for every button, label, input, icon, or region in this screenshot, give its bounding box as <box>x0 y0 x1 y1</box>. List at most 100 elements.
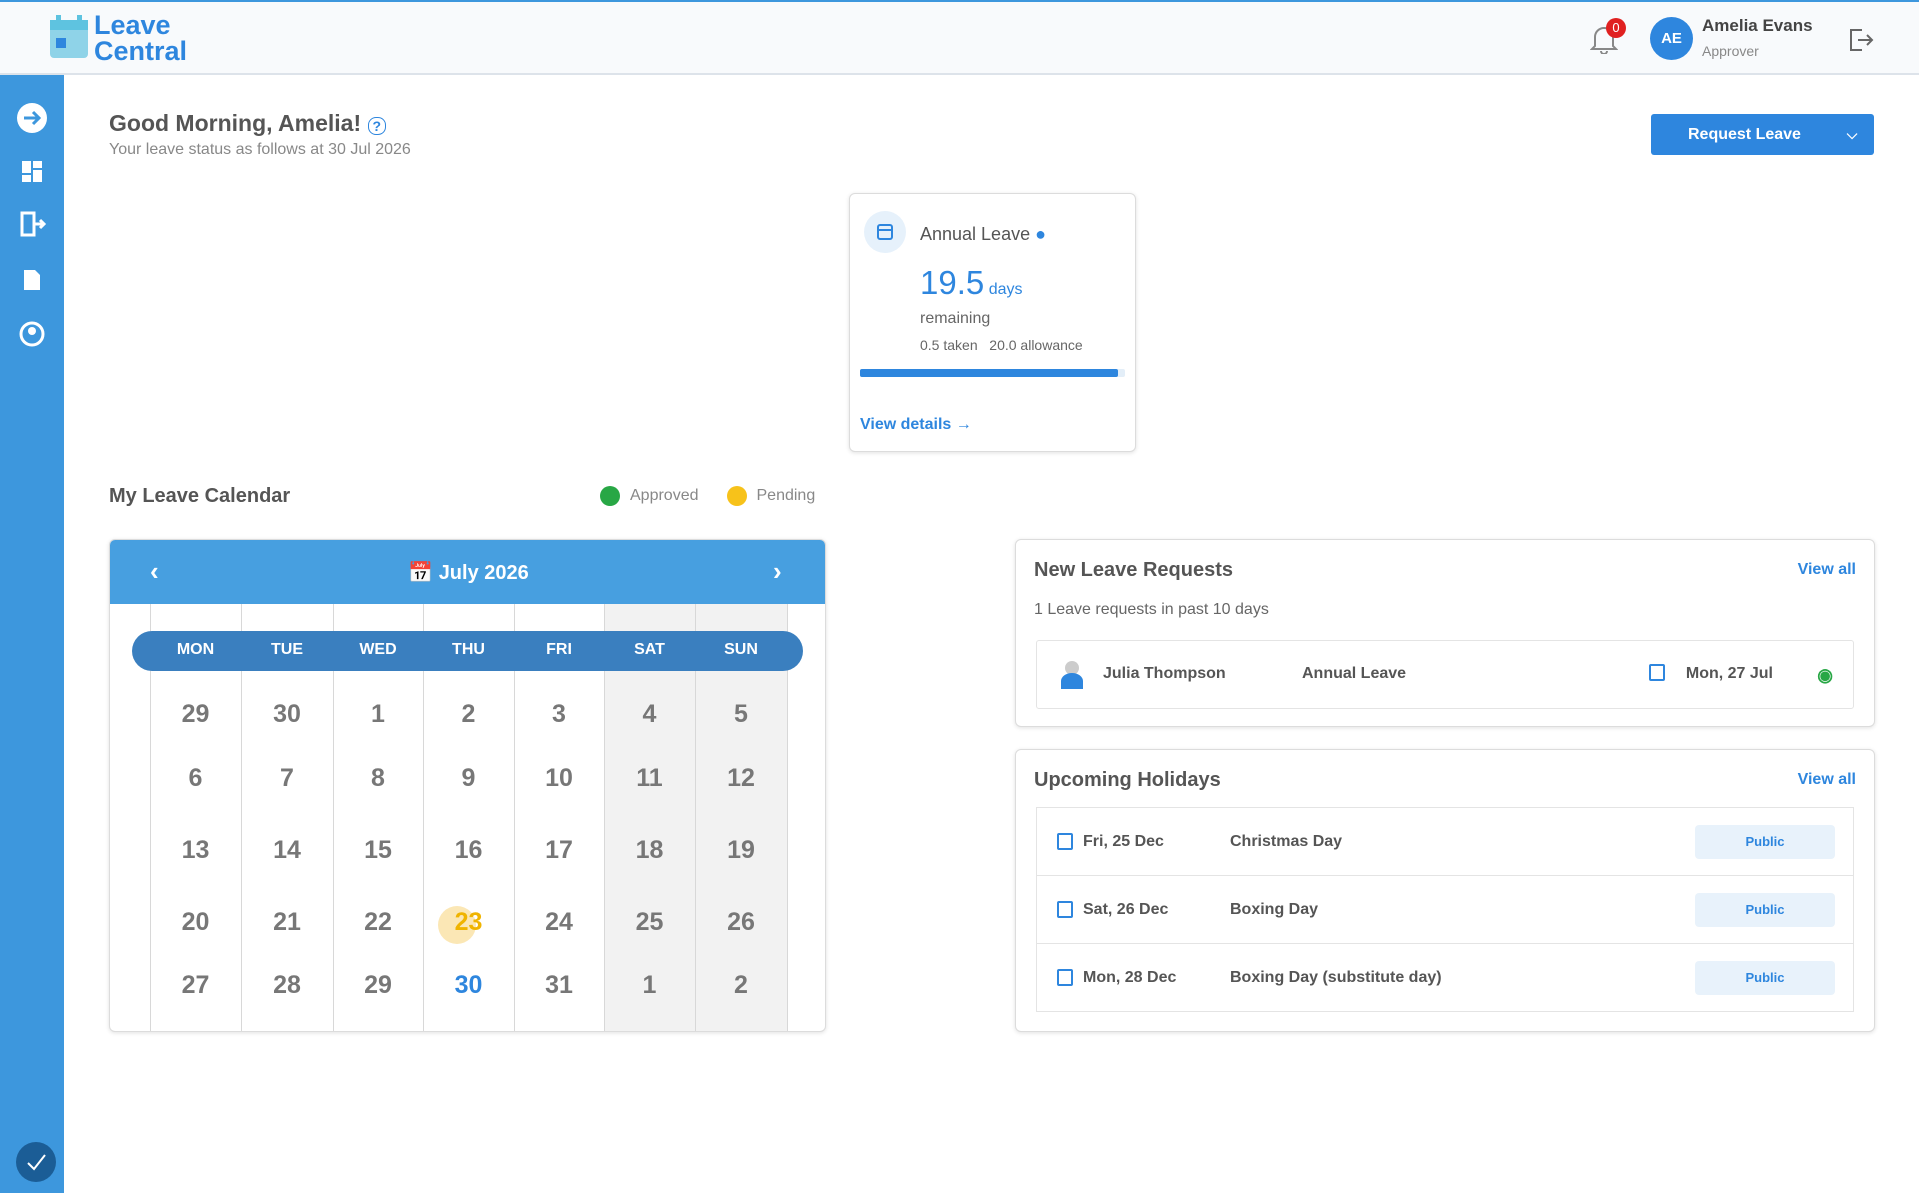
link-text: View details <box>860 416 952 433</box>
help-icon[interactable]: ? <box>367 117 387 135</box>
logout-icon[interactable] <box>1848 27 1874 53</box>
prev-month[interactable]: ‹ <box>150 556 159 586</box>
holiday-row: Fri, 25 Dec Christmas Day Public <box>1036 807 1854 876</box>
calendar-title: My Leave Calendar <box>109 485 291 507</box>
day-cell[interactable]: 11 <box>636 764 663 792</box>
view-details-link[interactable]: View details → <box>860 416 972 433</box>
weekday: WED <box>359 641 397 658</box>
day-cell[interactable]: 28 <box>273 971 301 999</box>
help-widget[interactable] <box>16 1142 56 1182</box>
day-cell[interactable]: 13 <box>181 836 210 864</box>
user-name: Amelia Evans <box>1702 16 1813 35</box>
taken: 0.5 taken <box>920 337 978 353</box>
column-line <box>695 604 696 1031</box>
weekday: MON <box>176 641 215 658</box>
calendar-icon <box>1057 833 1073 850</box>
view-all-link[interactable]: View all <box>1797 771 1856 788</box>
calendar-legend: Approved Pending <box>600 486 815 506</box>
requester-name: Julia Thompson <box>1103 665 1226 682</box>
holiday-tag: Public <box>1695 893 1835 927</box>
day-cell[interactable]: 26 <box>727 908 755 936</box>
dropdown-toggle[interactable]: ⌵ <box>1846 126 1858 142</box>
day-cell[interactable]: 17 <box>545 836 573 864</box>
nav-dashboard[interactable] <box>22 161 42 182</box>
day-cell[interactable]: 19 <box>727 836 755 864</box>
legend-dot <box>726 486 747 506</box>
day-cell[interactable]: 7 <box>280 764 294 792</box>
holiday-date: Fri, 25 Dec <box>1083 833 1164 850</box>
day-cell[interactable]: 29 <box>364 971 392 999</box>
panel-subtitle: 1 Leave requests in past 10 days <box>1034 601 1269 618</box>
view-icon[interactable]: ◉ <box>1817 665 1833 685</box>
day-cell[interactable]: 1 <box>371 700 385 728</box>
weekday-bar <box>132 631 803 671</box>
weekend-column <box>695 604 787 1031</box>
day-cell[interactable]: 30 <box>273 700 301 728</box>
day-cell[interactable]: 9 <box>461 764 476 792</box>
day-cell[interactable]: 1 <box>642 971 657 999</box>
column-line <box>333 604 334 1031</box>
day-cell[interactable]: 15 <box>364 836 392 864</box>
card-icon <box>864 211 906 253</box>
next-month[interactable]: › <box>773 556 782 586</box>
legend-item: Approved <box>600 486 699 506</box>
day-cell[interactable]: 10 <box>545 764 573 792</box>
button-label: Request Leave <box>1688 126 1801 143</box>
holiday-date: Sat, 26 Dec <box>1083 901 1169 918</box>
logo-text: Leave Central <box>94 12 188 66</box>
day-cell[interactable]: 21 <box>273 908 301 936</box>
day-cell[interactable]: 31 <box>545 971 573 999</box>
weekday: FRI <box>546 641 572 658</box>
day-cell[interactable]: 24 <box>545 908 573 936</box>
day-cell[interactable]: 3 <box>552 700 566 728</box>
day-cell[interactable]: 27 <box>181 971 210 999</box>
day-cell[interactable]: 2 <box>734 971 748 999</box>
legend-dot <box>600 486 620 506</box>
day-cell[interactable]: 20 <box>181 908 210 936</box>
day-cell[interactable]: 22 <box>364 908 392 936</box>
leave-type: Annual Leave <box>920 224 1031 244</box>
day-cell[interactable]: 18 <box>635 836 664 864</box>
month-label: 📅 July 2026 <box>408 562 529 584</box>
card-stats: 0.5 taken 20.0 allowance <box>920 337 1083 353</box>
avatar[interactable]: AE <box>1650 17 1693 60</box>
nav-profile[interactable] <box>19 321 45 347</box>
day-cell[interactable]: 12 <box>727 764 755 792</box>
holiday-name: Boxing Day (substitute day) <box>1230 969 1442 986</box>
panel-title: New Leave Requests <box>1034 559 1233 581</box>
calendar-icon <box>1057 969 1073 986</box>
progress-bar <box>860 369 1119 377</box>
day-cell[interactable]: 5 <box>734 700 748 728</box>
day-cell[interactable]: 29 <box>181 700 210 728</box>
request-row[interactable]: Julia Thompson Annual Leave Mon, 27 Jul ◉ <box>1036 640 1854 709</box>
request-leave-button[interactable]: Request Leave ⌵ <box>1651 114 1874 155</box>
calendar: ‹ 📅 July 2026 › MON TUE WED THU FRI SAT SUN 29 3… <box>109 539 826 1032</box>
weekday: THU <box>452 641 485 658</box>
day-cell[interactable]: 30 <box>454 971 483 999</box>
weekday: SAT <box>634 641 665 658</box>
logo-icon <box>50 15 88 58</box>
day-cell[interactable]: 14 <box>273 836 301 864</box>
greeting-title: Good Morning, Amelia! ? <box>109 110 387 137</box>
holiday-row: Mon, 28 Dec Boxing Day (substitute day) Pu… <box>1036 943 1854 1012</box>
holiday-name: Christmas Day <box>1230 833 1343 850</box>
day-cell[interactable]: 16 <box>454 836 483 864</box>
nav-leave[interactable] <box>20 211 47 237</box>
remaining-value: 19.5 <box>920 264 985 301</box>
day-cell[interactable]: 6 <box>188 764 203 792</box>
view-all-link[interactable]: View all <box>1797 561 1856 578</box>
column-line <box>423 604 424 1031</box>
legend-label: Pending <box>756 487 816 504</box>
calendar-icon <box>1649 664 1665 681</box>
day-cell[interactable]: 8 <box>371 764 385 792</box>
sidebar <box>0 75 64 1193</box>
logo-word: Central <box>94 36 188 66</box>
day-cell[interactable]: 4 <box>642 700 657 728</box>
day-cell[interactable]: 23 <box>454 908 483 936</box>
column-line <box>514 604 515 1031</box>
nav-reports[interactable] <box>24 270 40 290</box>
day-cell[interactable]: 2 <box>461 700 476 728</box>
day-cell[interactable]: 25 <box>635 908 664 936</box>
new-requests-panel: New Leave Requests View all 1 Leave requ… <box>1015 539 1875 727</box>
